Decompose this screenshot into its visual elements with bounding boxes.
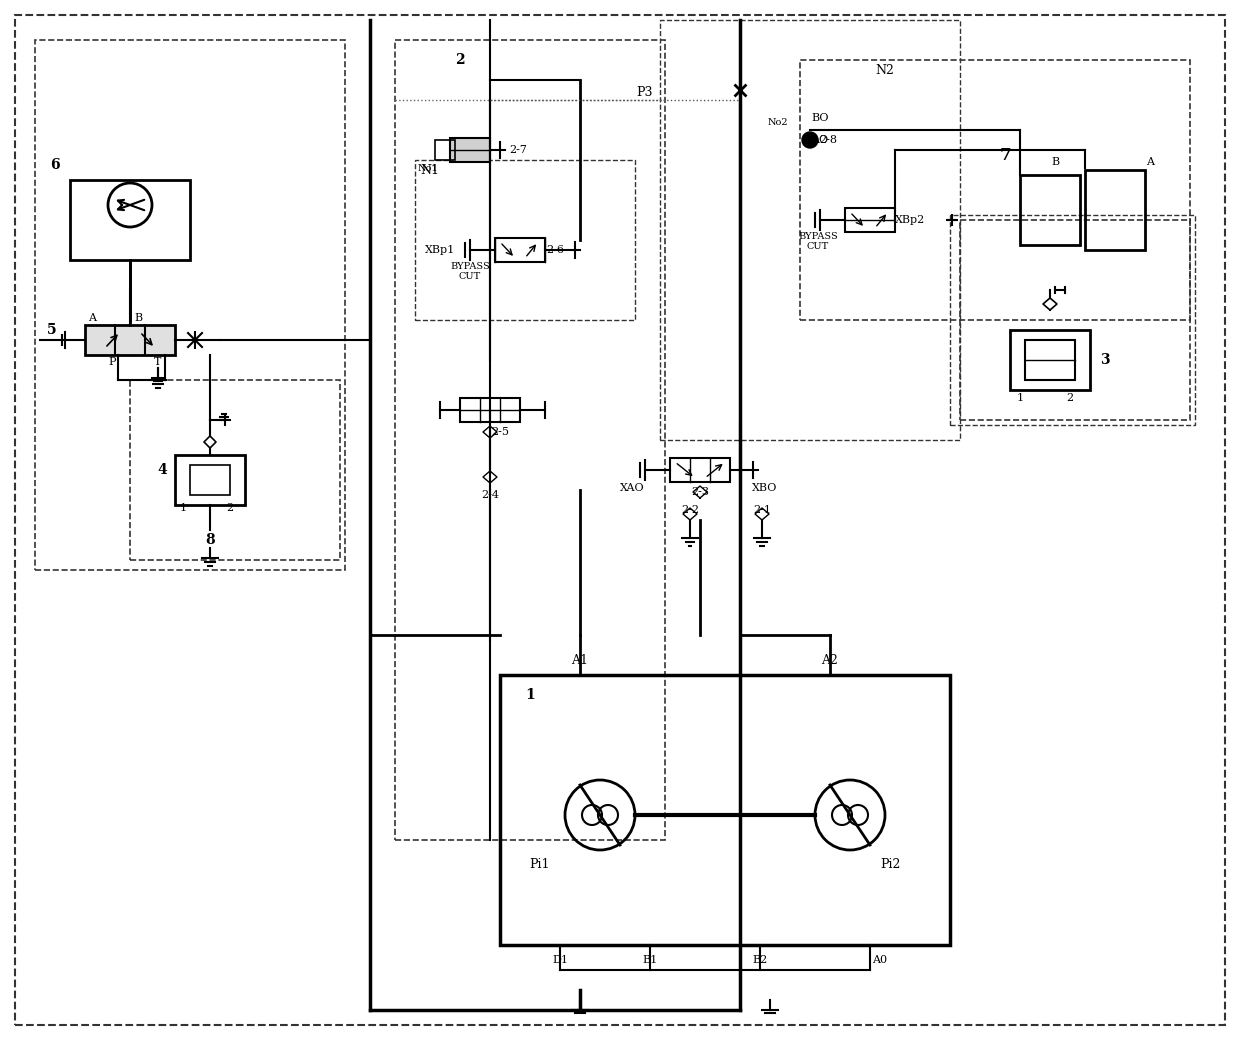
Bar — [35, 40, 345, 570]
Text: AO: AO — [811, 135, 828, 145]
Text: B: B — [1052, 157, 1059, 167]
Bar — [450, 138, 490, 162]
Bar — [86, 326, 175, 355]
Text: 1: 1 — [1017, 393, 1023, 404]
Text: XBp2: XBp2 — [895, 215, 925, 225]
Bar — [844, 208, 895, 232]
Text: 5: 5 — [47, 323, 57, 337]
Bar — [960, 220, 1190, 420]
Text: No2: No2 — [768, 118, 789, 127]
Bar — [800, 60, 1190, 320]
Bar — [69, 180, 190, 260]
Text: A0: A0 — [873, 955, 888, 965]
Text: A: A — [1146, 157, 1154, 167]
Text: BYPASS: BYPASS — [799, 232, 838, 240]
Text: A1: A1 — [572, 653, 589, 667]
Bar — [460, 398, 520, 422]
Text: N2: N2 — [875, 63, 894, 77]
Text: T: T — [154, 357, 161, 367]
Bar — [1025, 340, 1075, 380]
Text: 6: 6 — [50, 158, 60, 172]
Text: 2-8: 2-8 — [818, 135, 837, 145]
Text: 2: 2 — [227, 503, 233, 513]
Text: 1: 1 — [525, 688, 534, 702]
Bar — [950, 215, 1195, 425]
Text: 3: 3 — [1100, 353, 1110, 367]
Text: P3: P3 — [637, 85, 653, 99]
Text: XAO: XAO — [620, 483, 645, 493]
Text: A: A — [88, 313, 95, 323]
Bar — [1011, 330, 1090, 390]
Text: XBO: XBO — [753, 483, 777, 493]
Text: BO: BO — [811, 113, 828, 123]
Bar — [435, 140, 455, 160]
Text: A2: A2 — [822, 653, 838, 667]
Text: CUT: CUT — [807, 241, 830, 251]
Text: Pi2: Pi2 — [880, 858, 900, 872]
Bar — [500, 675, 950, 945]
Text: CUT: CUT — [459, 271, 481, 281]
Text: 8: 8 — [205, 532, 215, 547]
Text: No1: No1 — [418, 163, 438, 173]
Text: 2-7: 2-7 — [510, 145, 527, 155]
Text: XBp1: XBp1 — [425, 245, 455, 255]
Text: 2: 2 — [455, 53, 465, 67]
Bar — [1021, 175, 1080, 245]
Text: 2-4: 2-4 — [481, 490, 498, 500]
Text: 7: 7 — [999, 147, 1011, 163]
Text: D1: D1 — [552, 955, 568, 965]
Text: 4: 4 — [157, 463, 167, 477]
Text: N1: N1 — [420, 163, 439, 177]
Bar — [670, 458, 730, 482]
Text: 2-3: 2-3 — [691, 487, 709, 497]
Bar — [415, 160, 635, 320]
Text: P: P — [108, 357, 115, 367]
Text: B1: B1 — [642, 955, 657, 965]
Text: 2-5: 2-5 — [491, 427, 508, 437]
Text: B2: B2 — [753, 955, 768, 965]
Bar — [190, 465, 229, 495]
Text: 2: 2 — [1066, 393, 1074, 404]
Text: B: B — [134, 313, 143, 323]
Text: Pi1: Pi1 — [529, 858, 551, 872]
Text: 2-1: 2-1 — [753, 505, 771, 515]
Text: 1: 1 — [180, 503, 186, 513]
Bar — [1085, 170, 1145, 250]
Bar — [495, 238, 546, 262]
Circle shape — [802, 132, 818, 148]
Bar — [175, 456, 246, 505]
Bar — [130, 380, 340, 560]
Bar — [396, 40, 665, 840]
Text: 2-6: 2-6 — [546, 245, 564, 255]
Text: BYPASS: BYPASS — [450, 261, 490, 270]
Bar — [660, 20, 960, 440]
Text: 2-2: 2-2 — [681, 505, 699, 515]
